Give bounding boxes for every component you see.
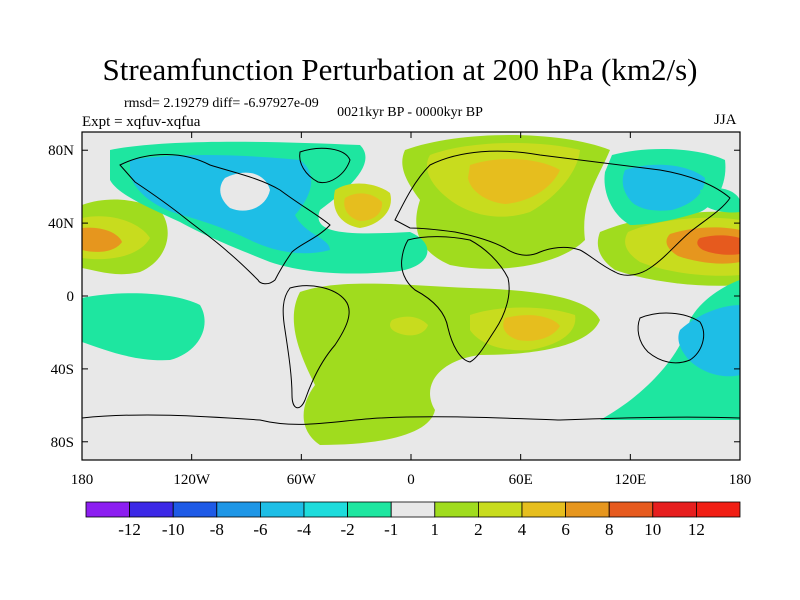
time-range-label: 0021kyr BP - 0000kyr BP (337, 105, 483, 120)
colorbar-swatch (652, 501, 697, 518)
negative-region-south-pacific (82, 293, 205, 361)
coastline-eurasia (394, 150, 731, 276)
positive-core-north-pacific-inner (82, 227, 122, 252)
x-tick-label: 60W (287, 472, 317, 488)
colorbar-swatch (172, 501, 218, 518)
x-tick-label: 120E (614, 472, 646, 488)
positive-core-north-atlantic-inner (344, 193, 383, 221)
y-tick-label: 0 (67, 289, 75, 305)
colorbar-swatch (477, 501, 523, 518)
colorbar-swatch (216, 501, 261, 518)
positive-core-west-pacific-peak (697, 235, 740, 255)
positive-core-eurasia-inner (468, 158, 560, 204)
coastline-south-america (282, 285, 350, 409)
coastline-australia (637, 312, 705, 364)
x-tick-label: 60E (509, 472, 533, 488)
colorbar-label: 8 (605, 520, 614, 539)
y-tick-label: 80S (51, 435, 74, 451)
colorbar-label: -10 (162, 520, 185, 539)
colorbar-label: -4 (297, 520, 312, 539)
colorbar-swatch (696, 501, 741, 518)
colorbar-swatch (129, 501, 174, 518)
coastline-antarctica (82, 414, 740, 425)
colorbar-swatch (521, 501, 566, 518)
coastlines (82, 147, 740, 425)
positive-core-southern-africa-inner (503, 315, 560, 341)
negative-region-east-asia-core (622, 164, 705, 211)
map-plot-area (82, 132, 740, 460)
colorbar-swatch (434, 501, 479, 518)
positive-band-south-atlantic (324, 353, 395, 396)
chart-title: Streamfunction Perturbation at 200 hPa (… (102, 52, 698, 87)
coastline-africa (401, 236, 510, 363)
colorbar-label: -12 (118, 520, 141, 539)
colorbar-label: 6 (561, 520, 570, 539)
stats-label: rmsd= 2.19279 diff= -6.97927e-09 (124, 96, 319, 111)
colorbar-swatch (347, 501, 392, 518)
colorbar-swatch (608, 501, 654, 518)
colorbar-label: -1 (384, 520, 398, 539)
colorbar-swatch (259, 501, 305, 518)
colorbar-swatch (303, 501, 348, 518)
colorbar-swatch (565, 501, 610, 518)
y-tick-label: 80N (48, 143, 74, 159)
y-tick-label: 40S (51, 362, 74, 378)
colorbar-label: 4 (518, 520, 527, 539)
colorbar-label: 2 (474, 520, 483, 539)
colorbar-label: -2 (341, 520, 355, 539)
map-axes: 180 120W 60W 0 60E 120E 180 80N 40N 0 40S 80S (48, 132, 751, 488)
x-tick-label: 180 (729, 472, 752, 488)
x-tick-label: 0 (407, 472, 415, 488)
experiment-label: Expt = xqfuv-xqfua (82, 114, 201, 130)
y-tick-label: 40N (48, 216, 74, 232)
colorbar-swatch (85, 501, 130, 518)
coastline-greenland (299, 147, 351, 184)
coastline-north-america (119, 154, 331, 285)
colorbar-label: -6 (253, 520, 267, 539)
colorbar-label: 12 (688, 520, 705, 539)
positive-core-south-atlantic (390, 316, 428, 336)
colorbar-label: 1 (431, 520, 440, 539)
colorbar-swatch (390, 501, 436, 518)
x-tick-label: 180 (71, 472, 94, 488)
colorbar: -12 -10 -8 -6 -4 -2 -1 1 2 4 6 8 10 12 (85, 501, 741, 539)
colorbar-label: -8 (210, 520, 224, 539)
negative-region-australia-core (678, 305, 740, 377)
negative-region-arctic-pacific (700, 188, 740, 213)
colorbar-label: 10 (644, 520, 661, 539)
positive-hole-hudson (220, 172, 270, 211)
x-tick-label: 120W (173, 472, 211, 488)
season-label: JJA (714, 112, 737, 128)
